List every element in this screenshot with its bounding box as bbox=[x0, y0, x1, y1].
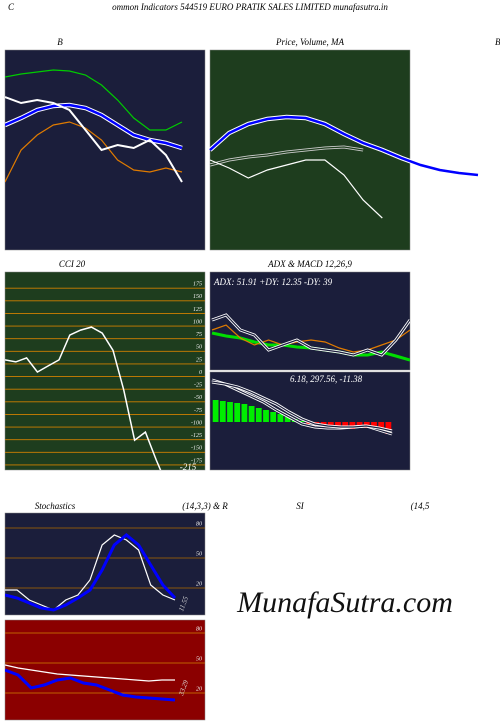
plot bbox=[5, 287, 205, 470]
histogram-bar bbox=[234, 403, 241, 422]
chart-subtitle: (14,5 bbox=[411, 501, 430, 511]
y-tick-label: 20 bbox=[196, 581, 202, 587]
line bbox=[5, 103, 183, 150]
panel bbox=[4, 619, 206, 721]
histogram-bar bbox=[335, 422, 341, 428]
y-tick-label: -125 bbox=[191, 433, 202, 439]
y-tick-label: 175 bbox=[193, 282, 202, 288]
plot bbox=[5, 69, 183, 183]
line bbox=[211, 324, 410, 353]
histogram-bar bbox=[277, 414, 284, 422]
y-tick-label: -100 bbox=[191, 420, 202, 426]
chart-title: B bbox=[57, 37, 63, 47]
line bbox=[211, 314, 410, 356]
y-tick-label: 75 bbox=[196, 332, 202, 338]
line bbox=[5, 326, 162, 470]
annotation: ADX: 51.91 +DY: 12.35 -DY: 39 bbox=[213, 277, 333, 287]
y-tick-label: 50 bbox=[196, 551, 202, 557]
histogram-bar bbox=[263, 410, 269, 422]
y-tick-label: 100 bbox=[193, 319, 202, 325]
histogram-bar bbox=[284, 417, 291, 422]
chart-title: SI bbox=[296, 501, 305, 511]
histogram-bar bbox=[255, 408, 262, 422]
header-title: ommon Indicators 544519 EURO PRATIK SALE… bbox=[112, 2, 388, 12]
chart-title: Stochastics bbox=[35, 501, 76, 511]
y-tick-label: 0 bbox=[199, 370, 202, 376]
histogram-bar bbox=[270, 412, 277, 422]
y-tick-label: 125 bbox=[193, 307, 202, 313]
line bbox=[209, 159, 383, 219]
y-tick-label: -150 bbox=[191, 446, 202, 452]
chart-title: ADX & MACD 12,26,9 bbox=[267, 259, 352, 269]
line bbox=[209, 115, 479, 177]
y-tick-label: 50 bbox=[196, 345, 202, 351]
plot bbox=[208, 114, 479, 219]
y-tick-label: 50 bbox=[196, 656, 202, 662]
panel bbox=[4, 49, 206, 251]
line bbox=[5, 668, 176, 702]
histogram-bar bbox=[219, 401, 226, 422]
histogram-bar bbox=[378, 422, 385, 431]
y-tick-label: -25 bbox=[194, 383, 202, 389]
line bbox=[211, 381, 393, 432]
chart-subtitle: (14,3,3) & R bbox=[182, 501, 228, 511]
y-tick-label: -50 bbox=[194, 395, 202, 401]
line bbox=[5, 96, 183, 183]
plot bbox=[211, 378, 393, 436]
y-tick-label: 20 bbox=[196, 686, 202, 692]
y-tick-label: 80 bbox=[196, 521, 202, 527]
annotation: 6.18, 297.56, -11.38 bbox=[290, 374, 363, 384]
chart-title: Price, Volume, MA bbox=[275, 37, 344, 47]
line bbox=[5, 533, 177, 612]
histogram-bar bbox=[212, 400, 219, 422]
line bbox=[209, 146, 364, 166]
y-tick-label: 80 bbox=[196, 626, 202, 632]
histogram-bar bbox=[241, 404, 248, 422]
y-tick-label: -75 bbox=[194, 408, 202, 414]
histogram-bar bbox=[227, 402, 233, 422]
histogram-bar bbox=[385, 422, 392, 434]
header-left: C bbox=[8, 2, 15, 12]
histogram-bar bbox=[356, 422, 363, 428]
line bbox=[5, 534, 176, 611]
y-tick-label: 25 bbox=[196, 357, 202, 363]
line bbox=[5, 69, 183, 131]
histogram-bar bbox=[299, 421, 305, 422]
histogram-bar bbox=[371, 422, 377, 429]
y-tick-label: 150 bbox=[193, 294, 202, 300]
plot bbox=[211, 313, 410, 362]
panel bbox=[4, 271, 206, 471]
plot bbox=[5, 527, 205, 612]
side-label: B bbox=[495, 37, 500, 47]
chart-title: CCI 20 bbox=[59, 259, 86, 269]
histogram-bar bbox=[248, 406, 255, 422]
line bbox=[5, 121, 183, 183]
line bbox=[5, 664, 175, 682]
watermark: MunafaSutra.com bbox=[236, 586, 453, 619]
y-tick-label: -175 bbox=[191, 458, 202, 464]
plot bbox=[5, 632, 205, 702]
annotation: -215 bbox=[180, 462, 197, 472]
